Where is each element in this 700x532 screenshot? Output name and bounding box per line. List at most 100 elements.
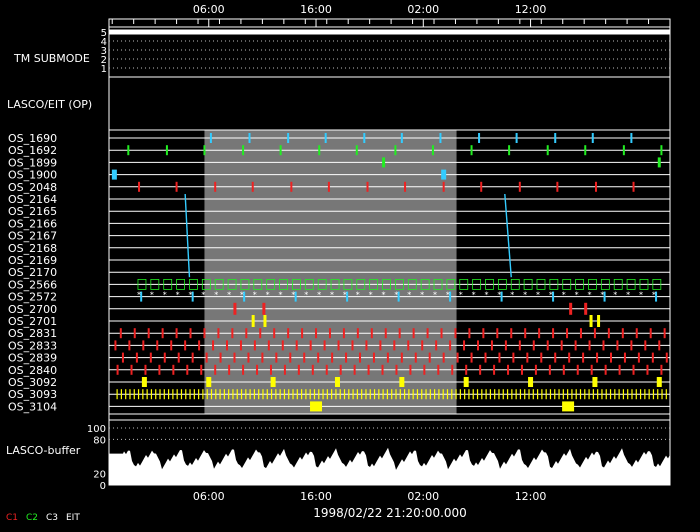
event-mark-os-2566 — [407, 278, 417, 290]
event-asterisk: * — [587, 290, 591, 299]
event-mark-os-3093 — [120, 389, 122, 400]
event-mark-os-2566 — [304, 278, 314, 290]
event-mark-os-2840 — [479, 364, 482, 375]
event-mark-os-2840 — [200, 364, 203, 375]
event-mark-os-3093 — [459, 389, 461, 400]
event-mark-os-2831 — [552, 328, 555, 339]
event-mark-os-3093 — [202, 389, 204, 400]
event-mark-os-2839 — [400, 352, 403, 363]
event-mark-os-2833 — [114, 340, 117, 351]
submode-level-label: 1 — [101, 64, 107, 75]
event-mark-os-2701 — [589, 315, 593, 327]
event-mark-os-3093 — [588, 389, 590, 400]
event-mark-os-3093 — [665, 389, 667, 400]
event-mark-os-1692 — [394, 145, 397, 156]
event-mark-os-2566 — [292, 278, 301, 290]
event-mark-os-2700 — [233, 302, 237, 315]
event-mark-os-1692 — [546, 145, 549, 156]
event-mark-os-2048 — [214, 181, 217, 192]
time-tick-label-top: 02:00 — [407, 3, 439, 16]
event-mark-os-2833 — [588, 340, 591, 351]
event-mark-os-2048 — [632, 181, 635, 192]
event-mark-os-3093 — [253, 389, 256, 400]
event-mark-os-3093 — [133, 389, 135, 400]
event-mark-os-2833 — [365, 340, 368, 351]
event-asterisk: * — [279, 290, 283, 299]
event-mark-os-3093 — [618, 389, 620, 400]
legend-eit: EIT — [66, 513, 80, 523]
event-mark-os-2566 — [227, 278, 237, 290]
event-mark-os-2840 — [507, 364, 510, 375]
event-mark-os-1690 — [439, 133, 442, 143]
row-label-os-2840: OS_2840 — [8, 364, 57, 377]
event-mark-os-2833 — [156, 340, 159, 351]
event-mark-os-2840 — [618, 364, 621, 375]
event-mark-os-2840 — [604, 364, 607, 375]
row-label-os-2839: OS_2839 — [8, 352, 57, 365]
event-mark-os-2839 — [121, 352, 124, 363]
event-mark-os-3093 — [262, 389, 264, 400]
event-mark-os-2839 — [331, 352, 334, 363]
event-mark-os-2839 — [623, 352, 626, 363]
event-mark-os-3093 — [129, 389, 131, 400]
event-mark-os-1690 — [400, 133, 403, 143]
event-mark-os-3093 — [631, 389, 633, 400]
legend-c3: C3 — [46, 513, 58, 523]
event-mark-os-2566 — [510, 278, 520, 290]
event-mark-os-3093 — [382, 389, 384, 400]
event-mark-os-2833 — [184, 340, 187, 351]
time-tick-label-bottom: 02:00 — [407, 490, 439, 503]
event-mark-os-2833 — [630, 340, 633, 351]
event-mark-os-2840 — [283, 364, 286, 375]
event-mark-os-2566 — [652, 278, 662, 290]
event-mark-os-3093 — [232, 389, 234, 400]
row-label-os-2833: OS_2833 — [8, 339, 57, 352]
event-mark-os-2840 — [660, 364, 663, 375]
event-mark-os-2839 — [512, 352, 515, 363]
row-label-os-2166: OS_2166 — [8, 217, 57, 230]
event-mark-os-2839 — [386, 352, 389, 363]
event-mark-os-3093 — [635, 389, 637, 400]
event-asterisk: * — [433, 290, 437, 299]
event-mark-os-2831 — [119, 328, 122, 339]
event-mark-os-3093 — [408, 389, 410, 400]
event-asterisk: * — [201, 290, 205, 299]
event-mark-os-2566 — [356, 278, 366, 290]
event-mark-os-2566 — [253, 278, 263, 290]
event-mark-os-3093 — [627, 389, 629, 400]
event-mark-os-3093 — [446, 389, 449, 400]
event-mark-os-3093 — [331, 389, 333, 400]
event-mark-os-2839 — [219, 352, 222, 363]
event-mark-os-1692 — [355, 145, 358, 156]
event-mark-os-2840 — [367, 364, 370, 375]
buffer-tick-label: 20 — [93, 470, 106, 481]
event-mark-os-1900 — [441, 169, 447, 180]
event-mark-os-3093 — [343, 389, 346, 400]
event-mark-os-2566 — [588, 278, 597, 290]
event-mark-os-2839 — [247, 352, 250, 363]
event-mark-os-3093 — [176, 389, 178, 400]
section-label: LASCO/EIT (OP) — [7, 98, 92, 111]
event-mark-os-2831 — [579, 328, 582, 339]
event-mark-os-3093 — [283, 389, 286, 400]
event-mark-os-3093 — [206, 389, 208, 400]
event-mark-os-2566 — [330, 278, 340, 290]
event-mark-os-1690 — [515, 133, 518, 143]
event-mark-os-3093 — [597, 389, 599, 400]
event-mark-os-3092 — [656, 377, 662, 387]
event-mark-os-3093 — [116, 389, 118, 400]
time-tick-label-bottom: 12:00 — [515, 490, 547, 503]
event-mark-os-2833 — [407, 340, 410, 351]
event-mark-os-2831 — [245, 328, 248, 339]
event-mark-os-2831 — [482, 328, 485, 339]
event-mark-os-2839 — [303, 352, 306, 363]
submode-level-label: 4 — [101, 37, 107, 48]
event-mark-os-2839 — [484, 352, 487, 363]
event-mark-os-3093 — [622, 389, 625, 400]
event-mark-os-2831 — [649, 328, 652, 339]
event-mark-os-2833 — [644, 340, 647, 351]
event-asterisk: * — [485, 290, 489, 299]
row-label-os-3104: OS_3104 — [8, 400, 57, 413]
event-mark-os-2839 — [149, 352, 152, 363]
event-mark-os-2833 — [504, 340, 507, 351]
